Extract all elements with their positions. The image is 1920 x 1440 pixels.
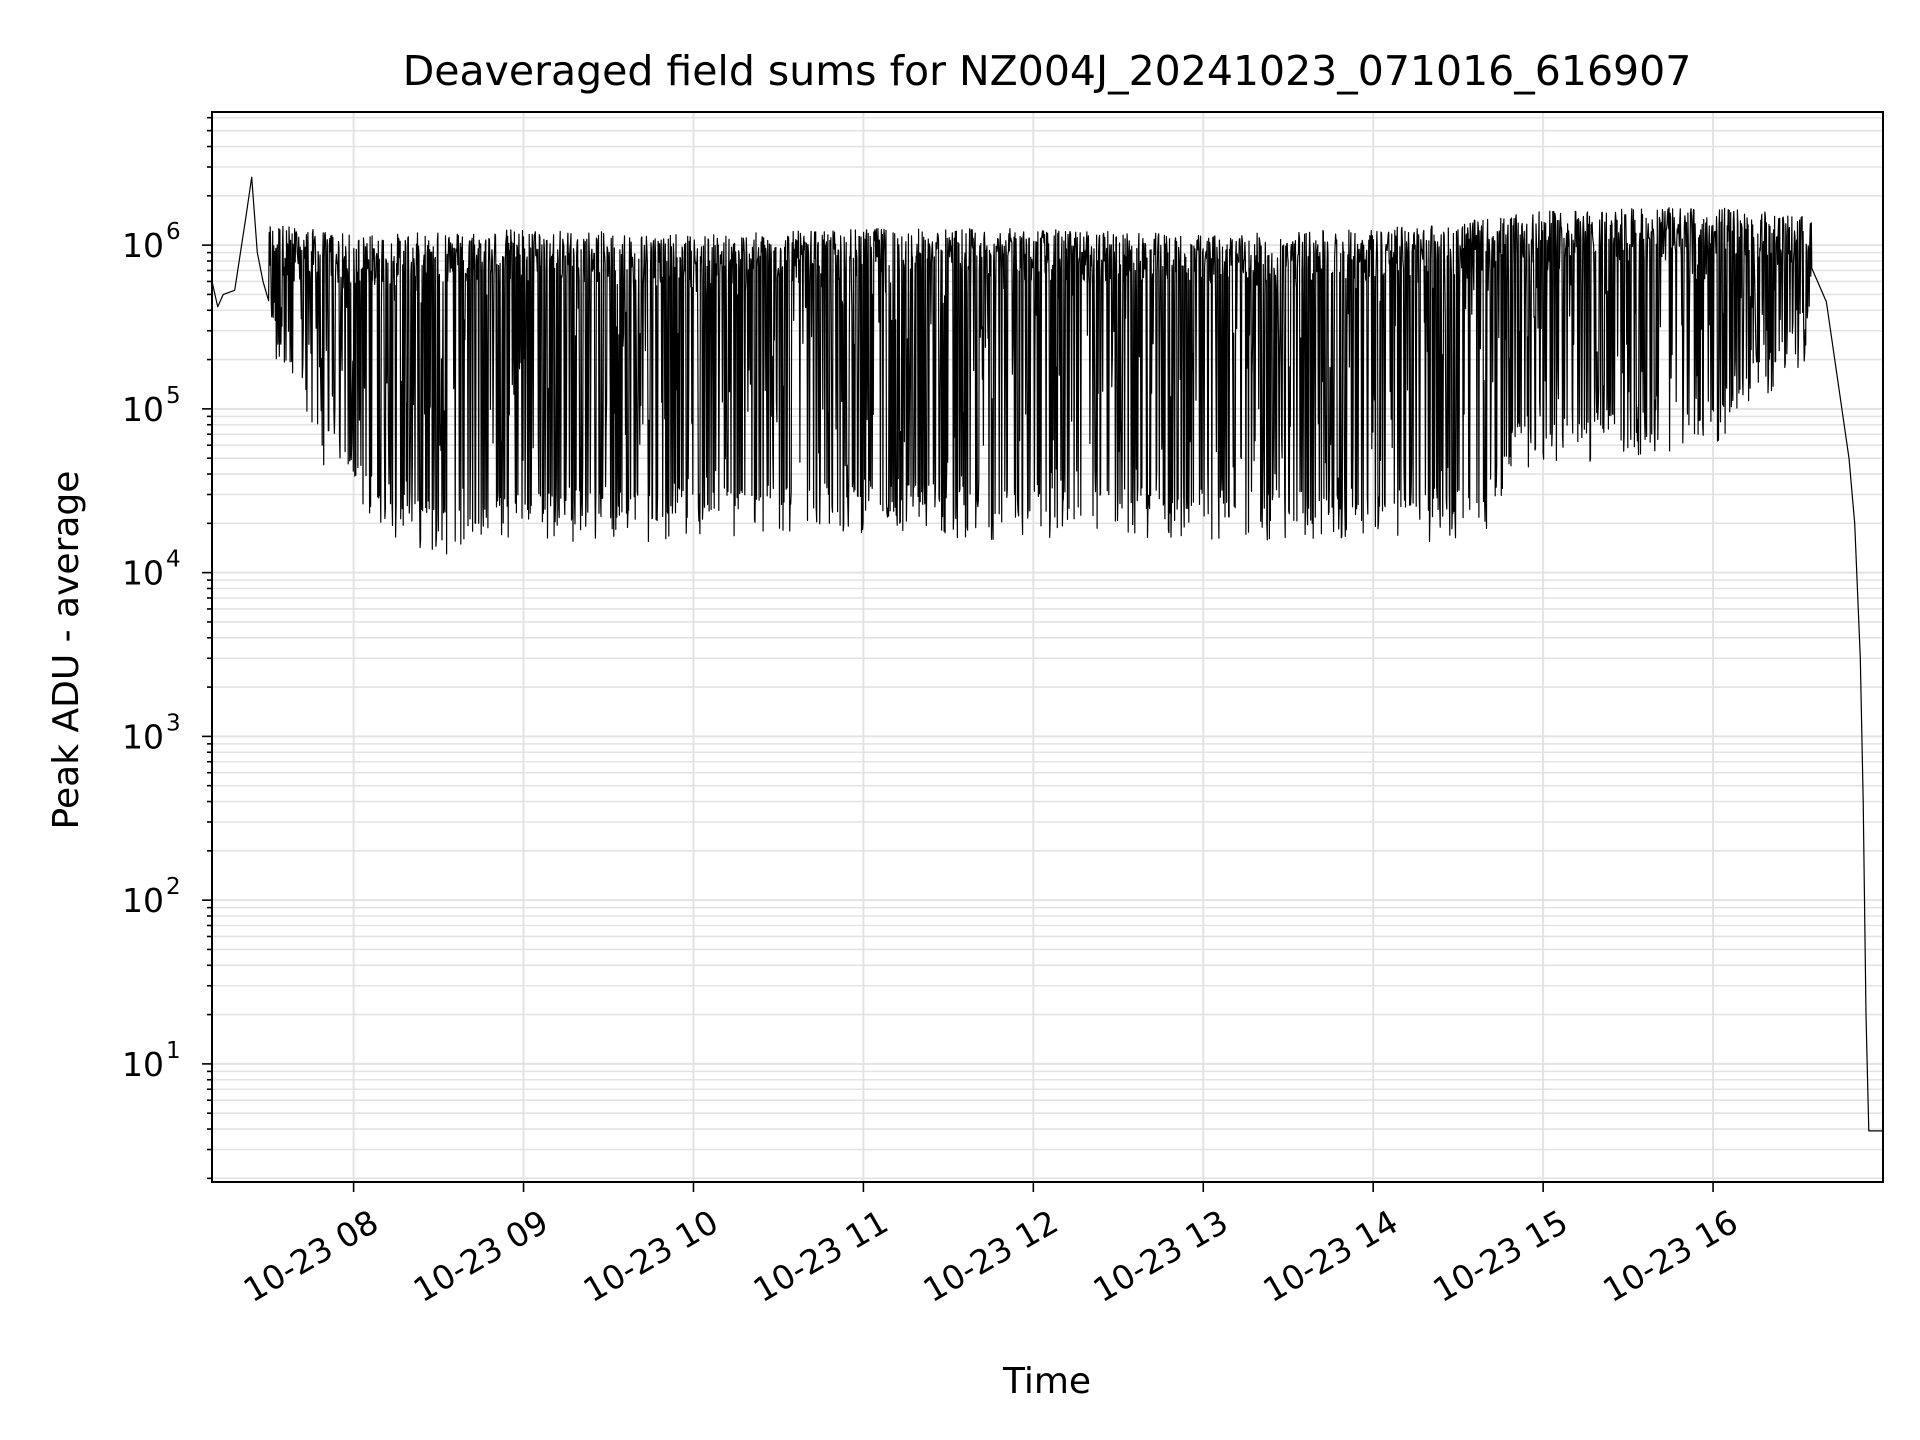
y-tick-label: 10 [122,881,164,920]
y-tick-label: 10 [122,226,164,265]
y-tick-label: 10 [122,1045,164,1084]
y-tick-exponent: 5 [166,383,181,409]
y-tick-exponent: 3 [166,710,181,736]
x-axis-label: Time [1002,1361,1091,1402]
y-tick-label: 10 [122,390,164,429]
y-tick-exponent: 2 [166,874,181,900]
y-tick-exponent: 1 [166,1038,181,1064]
y-tick-exponent: 4 [166,547,181,573]
y-tick-label: 10 [122,554,164,593]
y-tick-exponent: 6 [166,219,181,245]
y-axis-label: Peak ADU - average [46,471,87,830]
plot-frame [211,111,1884,1183]
series-line [211,176,1883,1132]
series-layer [211,176,1883,1132]
y-tick-label: 10 [122,717,164,756]
chart-title: Deaveraged field sums for NZ004J_2024102… [403,47,1692,95]
